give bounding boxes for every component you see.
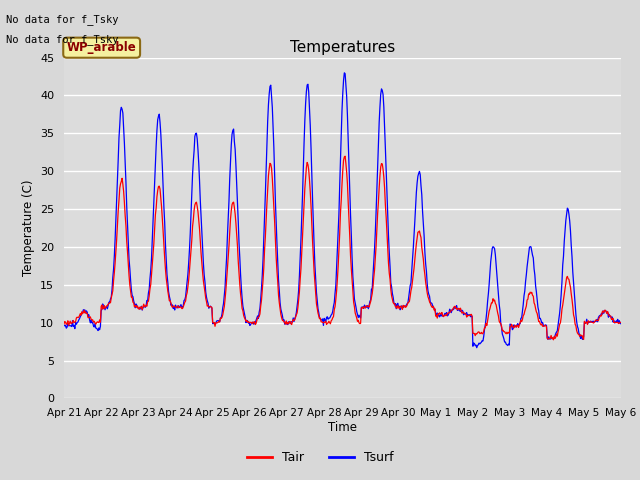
Text: No data for f_Tsky: No data for f_Tsky: [6, 14, 119, 25]
Title: Temperatures: Temperatures: [290, 40, 395, 55]
Text: No data for f_Tsky: No data for f_Tsky: [6, 34, 119, 45]
Legend: Tair, Tsurf: Tair, Tsurf: [242, 446, 398, 469]
X-axis label: Time: Time: [328, 421, 357, 434]
Text: WP_arable: WP_arable: [67, 41, 136, 54]
Y-axis label: Temperature (C): Temperature (C): [22, 180, 35, 276]
